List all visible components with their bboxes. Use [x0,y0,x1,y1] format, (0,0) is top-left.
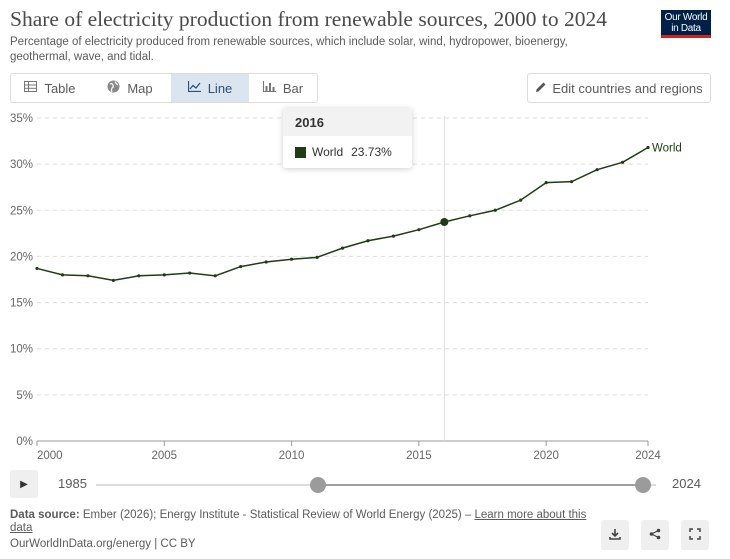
chart-tab-bar: Table Map Line Bar [10,73,318,103]
series-label-world[interactable]: World [652,143,682,155]
fullscreen-button[interactable] [681,520,709,550]
x-tick-label: 2010 [279,450,305,462]
data-source: Data source: Ember (2026); Energy Instit… [10,509,590,535]
timeline: ▶ 1985 2024 [0,468,730,502]
tab-table-label: Table [44,80,76,96]
data-point[interactable] [493,208,497,212]
data-point[interactable] [188,271,192,275]
timeline-selected-range [318,484,643,486]
highlighted-point[interactable] [440,218,449,227]
pencil-icon [535,81,547,96]
data-point[interactable] [111,278,115,283]
tooltip-swatch [295,146,306,158]
data-point[interactable] [519,198,523,202]
y-tick-label: 10% [10,344,33,356]
y-tick-label: 25% [10,205,33,217]
chart-footer: Data source: Ember (2026); Energy Instit… [10,509,590,550]
tab-line-label: Line [207,80,233,96]
data-point[interactable] [620,160,625,164]
y-tick-label: 15% [10,298,33,310]
data-point[interactable] [417,228,421,232]
x-tick-label: 2020 [533,450,559,462]
tab-table[interactable]: Table [11,74,89,102]
y-tick-label: 35% [10,113,33,125]
globe-icon [107,80,120,96]
data-point[interactable] [137,274,141,278]
learn-more-link[interactable]: Learn more about this data [10,509,587,534]
data-point[interactable] [162,273,166,277]
data-point[interactable] [315,255,319,259]
tab-bar-label: Bar [282,80,304,96]
play-icon: ▶ [20,478,28,490]
x-tick-label: 2024 [635,450,661,462]
data-point[interactable] [595,168,599,172]
data-point[interactable] [646,145,650,150]
line-chart: 0%5%10%15%20%25%30%35% 2000 2005 2010 2015 2… [10,113,682,462]
site-credit: OurWorldInData.org/energy | CC BY [10,538,196,550]
x-tick-label: 2005 [151,450,177,462]
data-point[interactable] [239,264,243,269]
logo-line-2: in Data [671,23,701,34]
fullscreen-icon [689,527,701,543]
tab-map-label: Map [127,80,153,96]
download-button[interactable] [601,520,629,550]
data-point[interactable] [544,181,548,185]
tooltip-year: 2016 [283,108,412,136]
page-title: Share of electricity production from ren… [10,7,608,31]
data-point[interactable] [468,214,472,218]
timeline-end-handle[interactable] [635,477,651,493]
tooltip-row: World 23.73% [283,136,412,159]
tooltip-value: 23.73% [351,145,392,159]
y-tick-label: 0% [16,436,33,448]
owid-logo[interactable]: Our World in Data [661,10,711,38]
page-subtitle: Percentage of electricity produced from … [10,36,568,63]
data-source-text: Ember (2026); Energy Institute - Statist… [82,509,472,521]
data-point[interactable] [35,266,39,271]
play-button[interactable]: ▶ [10,470,38,498]
data-point[interactable] [391,234,396,238]
y-tick-label: 5% [16,390,33,402]
y-axis: 0% 5% 10% 15% 20% 25% 30% 35% [10,113,33,448]
y-tick-label: 30% [10,159,33,171]
share-button[interactable] [641,520,669,550]
chart-series: World [35,143,682,283]
tooltip-series: World [312,145,344,159]
data-point[interactable] [60,273,65,277]
x-axis: 2000 2005 2010 2015 2020 2024 [36,441,661,462]
line-chart-icon [187,81,201,95]
tab-bar[interactable]: Bar [249,74,317,102]
chart-tooltip: 2016 World 23.73% [283,108,412,168]
data-point[interactable] [213,274,217,278]
timeline-end-label: 2024 [672,476,701,491]
share-icon [649,528,661,543]
edit-countries-label: Edit countries and regions [552,80,703,96]
timeline-start-label: 1985 [58,476,87,491]
timeline-start-handle[interactable] [310,477,326,493]
table-icon [24,81,38,95]
y-tick-label: 20% [10,251,33,263]
data-point[interactable] [340,246,345,250]
data-point[interactable] [366,239,370,243]
tab-map[interactable]: Map [89,74,171,102]
data-point[interactable] [264,260,268,264]
data-source-label: Data source: [10,509,80,521]
logo-line-1: Our World [664,12,708,23]
x-tick-label: 2015 [406,450,432,462]
data-point[interactable] [86,274,90,278]
tab-line[interactable]: Line [171,74,249,102]
data-point[interactable] [570,180,574,184]
edit-countries-button[interactable]: Edit countries and regions [527,73,711,103]
bar-chart-icon [262,81,276,95]
data-point[interactable] [289,257,294,261]
x-tick-label: 2000 [37,450,63,462]
download-icon [609,528,621,543]
